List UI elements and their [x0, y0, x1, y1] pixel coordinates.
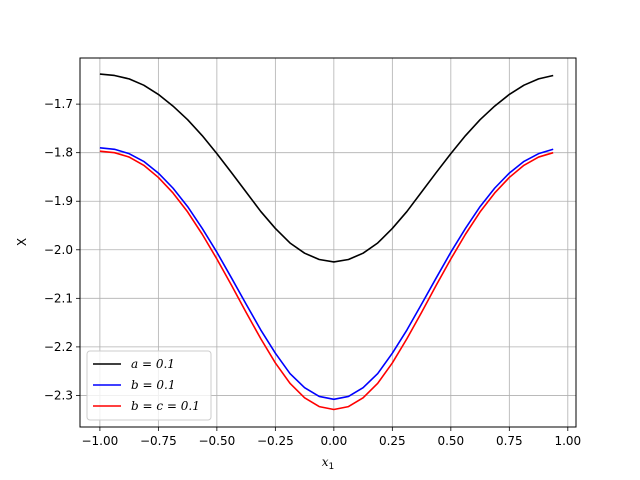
series-lines	[99, 73, 554, 411]
y-axis-label: X	[15, 238, 29, 246]
y-tick-label: −1.9	[44, 194, 73, 208]
series-line-3	[99, 150, 554, 411]
x-tick-label: 0.50	[437, 434, 464, 448]
x-tick-label: 0.75	[496, 434, 523, 448]
y-tick-label: −2.1	[44, 291, 73, 305]
legend-label: b = c = 0.1	[131, 399, 200, 413]
x-tick-label: −0.75	[140, 434, 177, 448]
x-axis-label-main: x	[322, 455, 329, 469]
y-tick-label: −1.7	[44, 97, 73, 111]
x-tick-label: 1.00	[554, 434, 581, 448]
y-tick-label: −1.8	[44, 146, 73, 160]
legend-label: a = 0.1	[131, 357, 175, 371]
x-tick-label: 0.25	[379, 434, 406, 448]
x-axis-ticks: −1.00 −0.75 −0.50 −0.25 0.00 0.25 0.50 0.75 1.00	[81, 427, 581, 448]
plot-frame	[79, 57, 577, 428]
y-axis-ticks: −2.3 −2.2 −2.1 −2.0 −1.9 −1.8 −1.7	[44, 97, 80, 402]
x-tick-label: −1.00	[81, 434, 118, 448]
y-tick-label: −2.0	[44, 243, 73, 257]
x-tick-label: −0.50	[198, 434, 235, 448]
x-tick-label: −0.25	[257, 434, 294, 448]
legend-box	[86, 350, 212, 421]
series-line-2	[99, 147, 554, 401]
grid	[80, 58, 576, 427]
legend: a = 0.1 b = 0.1 b = c = 0.1	[86, 350, 212, 421]
series-line-1	[99, 73, 554, 263]
x-axis-label-subscript: 1	[329, 462, 335, 472]
x-tick-label: 0.00	[320, 434, 347, 448]
y-tick-label: −2.3	[44, 388, 73, 402]
legend-label: b = 0.1	[131, 378, 175, 392]
y-tick-label: −2.2	[44, 340, 73, 354]
x-axis-label: x1	[322, 455, 335, 472]
